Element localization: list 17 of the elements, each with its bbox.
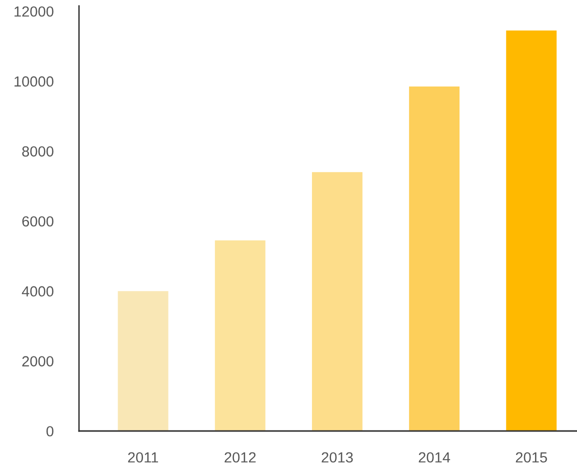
bar xyxy=(312,172,362,431)
bar xyxy=(409,86,460,431)
y-tick-label: 0 xyxy=(46,426,54,436)
x-tick-label: 2011 xyxy=(128,452,158,463)
y-tick-label: 10000 xyxy=(14,76,54,87)
x-tick-label: 2012 xyxy=(224,452,256,463)
bar xyxy=(118,291,168,431)
x-tick-label: 2015 xyxy=(516,452,547,463)
bar xyxy=(506,30,557,431)
x-tick-label: 2014 xyxy=(418,452,450,463)
y-tick-label: 8000 xyxy=(22,146,54,157)
x-tick-label: 2013 xyxy=(322,452,353,463)
y-tick-label: 2000 xyxy=(22,356,54,366)
y-tick-label: 4000 xyxy=(22,286,54,297)
y-tick-label: 6000 xyxy=(22,216,54,227)
y-tick-label: 12000 xyxy=(14,6,54,17)
bar xyxy=(214,240,266,431)
